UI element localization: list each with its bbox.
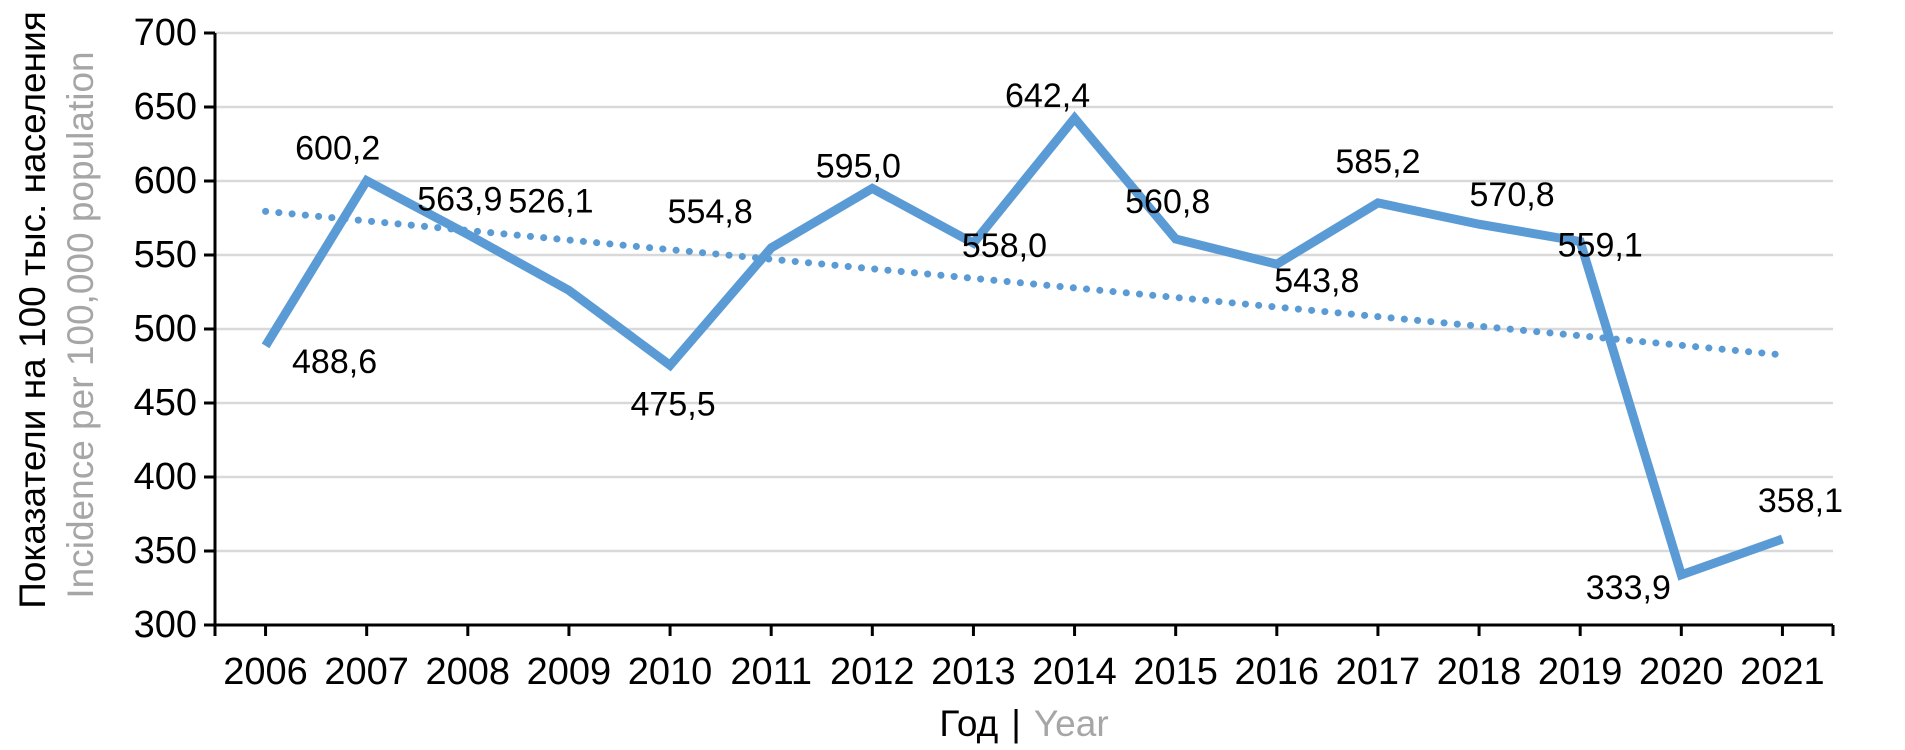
x-tick-label: 2007 — [324, 651, 409, 693]
x-tick-label: 2013 — [931, 651, 1016, 693]
x-tick-label: 2021 — [1740, 651, 1825, 693]
x-axis-title-english: Year — [1033, 703, 1109, 744]
trendline — [262, 207, 1786, 359]
x-tick-label: 2014 — [1032, 651, 1117, 693]
x-tick-label: 2006 — [223, 651, 308, 693]
y-tick-label: 350 — [134, 530, 197, 572]
data-label: 585,2 — [1335, 143, 1420, 181]
x-tick-label: 2009 — [527, 651, 612, 693]
y-axis-title-russian: Показатели на 100 тыс. населения — [12, 11, 53, 609]
data-label: 559,1 — [1558, 227, 1643, 265]
x-tick-label: 2019 — [1538, 651, 1623, 693]
y-tick-label: 550 — [134, 234, 197, 276]
data-label: 570,8 — [1470, 176, 1555, 214]
data-label: 554,8 — [668, 193, 753, 231]
data-label: 595,0 — [816, 147, 901, 185]
x-tick-label: 2020 — [1639, 651, 1724, 693]
x-tick-label: 2010 — [628, 651, 713, 693]
y-tick-label: 700 — [134, 12, 197, 54]
x-tick-label: 2018 — [1437, 651, 1522, 693]
y-tick-label: 450 — [134, 382, 197, 424]
x-tick-label: 2017 — [1336, 651, 1421, 693]
x-tick-label: 2011 — [730, 651, 812, 693]
x-tick-label: 2015 — [1133, 651, 1218, 693]
data-label: 333,9 — [1586, 569, 1671, 607]
y-tick-label: 300 — [134, 604, 197, 646]
data-label: 526,1 — [508, 182, 593, 220]
x-tick-label: 2012 — [830, 651, 915, 693]
x-tick-label: 2008 — [426, 651, 511, 693]
y-tick-label: 650 — [134, 86, 197, 128]
data-label: 642,4 — [1005, 77, 1090, 115]
data-label: 358,1 — [1758, 482, 1843, 520]
data-label: 558,0 — [962, 227, 1047, 265]
y-tick-label: 500 — [134, 308, 197, 350]
x-axis-title-separator: | — [1011, 703, 1021, 744]
incidence-line — [261, 111, 1784, 581]
y-tick-label: 400 — [134, 456, 197, 498]
y-axis-title-english: Incidence per 100,000 population — [60, 51, 101, 599]
data-label: 600,2 — [295, 130, 380, 168]
data-label: 543,8 — [1274, 262, 1359, 300]
data-label: 475,5 — [631, 385, 716, 423]
x-axis-title: Год | Year — [215, 698, 1833, 750]
x-tick-label: 2016 — [1235, 651, 1320, 693]
x-axis-title-russian: Год — [939, 703, 999, 744]
y-tick-label: 600 — [134, 160, 197, 202]
data-label: 488,6 — [292, 343, 377, 381]
data-label: 560,8 — [1125, 183, 1210, 221]
data-label: 563,9 — [417, 180, 502, 218]
